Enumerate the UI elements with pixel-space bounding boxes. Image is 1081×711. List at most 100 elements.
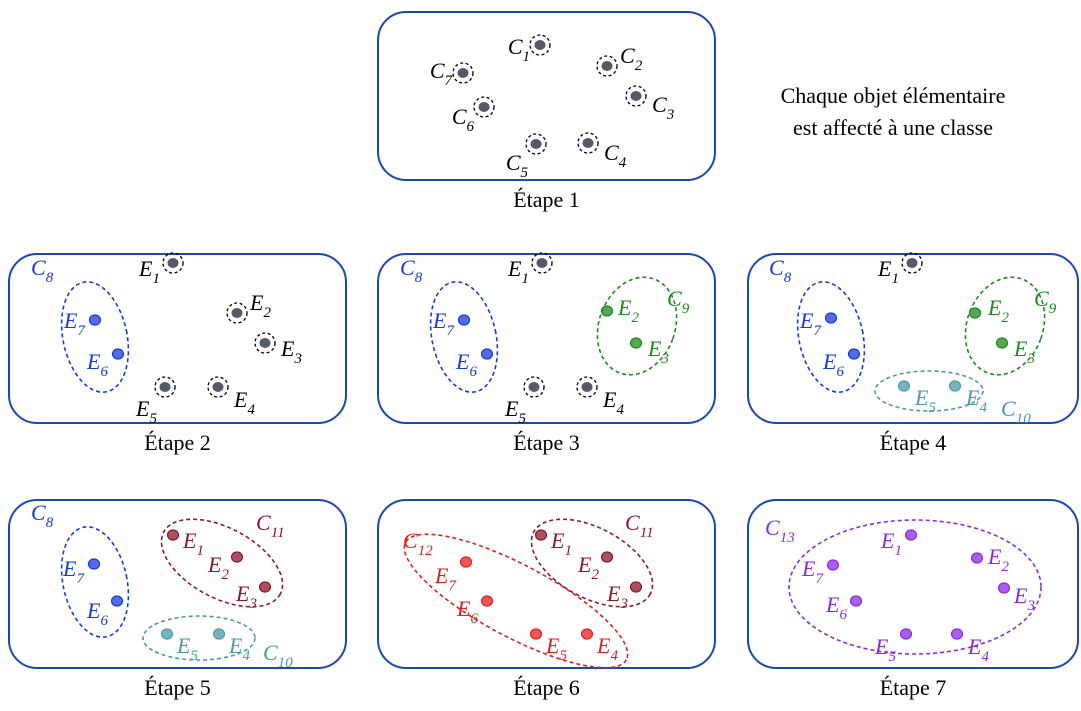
point-c1 (534, 40, 546, 50)
point-c7 (457, 68, 469, 78)
point-c6 (478, 102, 490, 112)
cluster-outline-c10 (142, 615, 256, 661)
step-caption: Étape 2 (144, 430, 211, 455)
point-e4 (212, 628, 226, 640)
point-e3 (258, 581, 272, 593)
point-e3 (629, 337, 643, 349)
point-c5 (530, 139, 542, 149)
point-e6 (110, 595, 124, 607)
singleton-ring-c7 (452, 62, 474, 84)
panel-frame (747, 499, 1079, 669)
panel-frame (747, 253, 1079, 424)
singleton-ring-c1 (529, 34, 551, 56)
point-e4 (950, 628, 964, 640)
step-caption: Étape 3 (513, 430, 580, 455)
point-e2 (600, 551, 614, 563)
panel-frame (377, 11, 716, 181)
cluster-outline-c8 (796, 281, 866, 393)
note-line-1: Chaque objet élémentaire (781, 83, 1006, 108)
point-e4 (948, 380, 962, 392)
cluster-outline-c12 (403, 533, 629, 669)
point-e3 (259, 338, 271, 348)
cluster-outline-c11 (160, 518, 284, 608)
point-e1 (536, 258, 548, 268)
cluster-outline-c8 (60, 281, 130, 393)
point-e5 (897, 380, 911, 392)
singleton-ring-c2 (596, 55, 618, 77)
panel-frame (8, 499, 347, 669)
point-e3 (997, 582, 1011, 594)
point-e1 (904, 529, 918, 541)
point-c2 (601, 61, 613, 71)
point-e5 (528, 382, 540, 392)
singleton-ring-e1 (901, 252, 923, 274)
point-e4 (580, 628, 594, 640)
note-line-2: est affecté à une classe (793, 115, 993, 140)
point-e2 (231, 308, 243, 318)
singleton-ring-c4 (577, 132, 599, 154)
point-e3 (995, 337, 1009, 349)
cluster-outline-c10 (874, 370, 984, 412)
point-e6 (480, 348, 494, 360)
singleton-ring-e3 (254, 332, 276, 354)
point-c3 (630, 91, 642, 101)
point-e7 (457, 314, 471, 326)
point-e5 (529, 628, 543, 640)
panel-frame (377, 253, 716, 424)
point-e4 (212, 382, 224, 392)
point-e1 (167, 258, 179, 268)
step-caption: Étape 6 (513, 675, 580, 700)
step-caption: Étape 5 (144, 675, 211, 700)
singleton-ring-c5 (525, 133, 547, 155)
singleton-ring-e4 (207, 376, 229, 398)
step-caption: Étape 1 (513, 187, 580, 212)
point-e6 (849, 595, 863, 607)
cluster-outline-c11 (530, 518, 654, 608)
point-c4 (582, 138, 594, 148)
panel-frame (377, 499, 716, 669)
step-caption: Étape 7 (880, 675, 947, 700)
point-e7 (88, 314, 102, 326)
step-caption: Étape 4 (880, 430, 947, 455)
cluster-outline-c9 (596, 276, 678, 376)
point-e4 (581, 382, 593, 392)
singleton-ring-e5 (154, 376, 176, 398)
point-e2 (600, 305, 614, 317)
point-e3 (629, 581, 643, 593)
point-e1 (534, 529, 548, 541)
singleton-ring-c3 (625, 85, 647, 107)
singleton-ring-c6 (473, 96, 495, 118)
point-e5 (160, 628, 174, 640)
point-e1 (906, 258, 918, 268)
singleton-ring-e2 (226, 302, 248, 324)
point-e2 (230, 551, 244, 563)
singleton-ring-e1 (162, 252, 184, 274)
point-e1 (166, 529, 180, 541)
cluster-outline-c8 (429, 281, 499, 393)
point-e2 (968, 307, 982, 319)
cluster-outline-c8 (60, 526, 130, 638)
panel-frame (8, 253, 347, 424)
point-e6 (847, 348, 861, 360)
point-e6 (111, 348, 125, 360)
point-e2 (970, 552, 984, 564)
singleton-ring-e5 (523, 376, 545, 398)
singleton-ring-e1 (531, 252, 553, 274)
singleton-ring-e4 (576, 376, 598, 398)
point-e5 (159, 382, 171, 392)
point-e7 (459, 556, 473, 568)
cluster-outline-c13 (788, 519, 1042, 655)
point-e7 (87, 558, 101, 570)
point-e5 (899, 628, 913, 640)
point-e7 (826, 559, 840, 571)
point-e7 (824, 312, 838, 324)
point-e6 (480, 595, 494, 607)
